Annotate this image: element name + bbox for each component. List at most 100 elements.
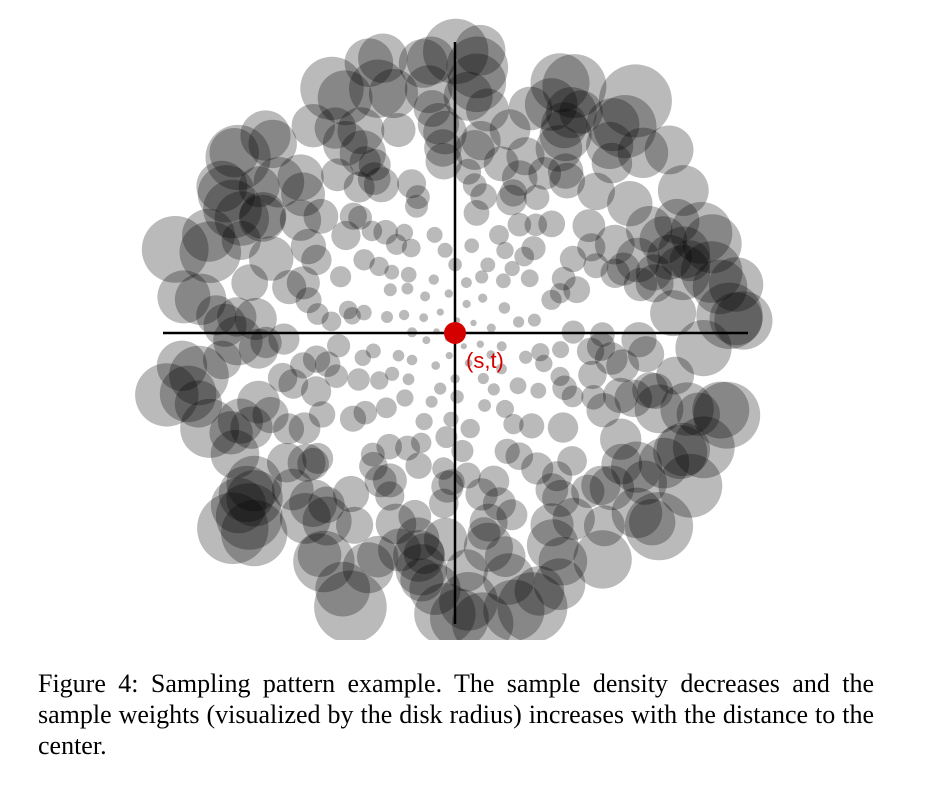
sample-disk	[217, 297, 257, 337]
sample-disk	[483, 553, 535, 605]
sample-disk	[708, 257, 764, 312]
sample-disk	[273, 413, 305, 445]
sample-disk	[591, 142, 633, 184]
sample-disk	[354, 349, 371, 366]
sample-disk	[476, 340, 484, 348]
sample-disk	[406, 36, 456, 85]
sample-disk	[331, 220, 361, 251]
sample-disk	[496, 399, 514, 418]
sample-disk	[629, 499, 676, 546]
sample-disk	[404, 65, 453, 114]
sample-disk	[489, 225, 509, 245]
sample-disk	[398, 499, 432, 533]
sample-disk	[621, 322, 657, 358]
sample-disk	[157, 270, 211, 324]
sample-disk	[482, 487, 516, 521]
sample-disk	[203, 179, 262, 239]
sample-disk	[624, 492, 694, 561]
sample-disk	[606, 252, 641, 286]
sample-disk	[520, 269, 539, 288]
sample-disk	[239, 192, 287, 239]
sample-disk	[214, 191, 269, 246]
sample-disk	[528, 157, 562, 190]
sample-disk	[552, 375, 577, 401]
sample-disk	[600, 418, 642, 460]
sample-disk	[321, 158, 354, 192]
sample-disk	[238, 194, 286, 242]
sample-disk	[141, 216, 209, 283]
sample-disk	[378, 528, 421, 572]
sample-disk	[507, 212, 532, 237]
sample-disk	[514, 246, 535, 267]
sample-disk	[396, 389, 414, 407]
sample-disk	[413, 90, 451, 127]
sample-disk	[397, 169, 427, 199]
sample-disk	[638, 437, 690, 489]
sample-disk	[496, 341, 507, 352]
sample-disk	[450, 390, 464, 404]
sample-disk	[277, 154, 324, 201]
sample-disk	[670, 202, 733, 264]
sample-disk	[577, 172, 615, 211]
sample-disk	[527, 313, 541, 327]
sample-disk	[443, 411, 459, 427]
sample-disk	[423, 517, 468, 562]
sample-disk	[521, 452, 554, 485]
sample-disk	[375, 503, 417, 545]
sample-disk	[409, 563, 461, 615]
sample-disk	[238, 328, 279, 369]
sample-disk	[547, 412, 579, 443]
sample-disk	[466, 88, 509, 132]
sample-disk	[393, 530, 445, 582]
sample-disk	[314, 107, 356, 149]
sample-disk	[365, 343, 381, 359]
sample-disk	[676, 392, 720, 436]
sample-disk	[405, 185, 430, 210]
sample-disk	[279, 199, 322, 241]
sample-disk	[460, 343, 467, 350]
sample-disk	[342, 542, 394, 594]
sample-disk	[280, 493, 331, 544]
sample-disk	[405, 452, 432, 479]
sample-disk	[414, 583, 476, 640]
sample-disk	[240, 110, 291, 161]
sample-disk	[632, 372, 669, 409]
sample-disk	[477, 372, 489, 385]
sample-disk	[234, 297, 277, 341]
sample-disk	[215, 483, 283, 550]
sample-disk	[581, 385, 606, 410]
sample-disk	[514, 566, 565, 616]
sample-disk	[435, 426, 458, 449]
sample-disk	[541, 102, 588, 149]
sample-disk	[682, 214, 742, 274]
sample-disk	[370, 371, 389, 390]
sample-disk	[438, 469, 465, 496]
sample-disk	[454, 462, 481, 489]
sample-disk	[375, 481, 405, 511]
sample-disk	[386, 233, 407, 255]
sample-disk	[356, 535, 399, 578]
sample-disk	[230, 406, 273, 449]
sample-disk	[336, 506, 374, 544]
sample-disk	[357, 162, 391, 196]
sample-disk	[290, 352, 317, 379]
sample-disk	[415, 413, 433, 431]
sample-disk	[475, 270, 489, 284]
sample-disk	[135, 363, 199, 427]
sample-disk	[339, 405, 367, 432]
sample-disk	[469, 503, 508, 542]
sample-disk	[295, 287, 322, 314]
sample-disk	[524, 213, 548, 237]
sample-disk	[486, 350, 496, 360]
sample-disk	[221, 220, 261, 260]
sample-disk	[541, 289, 562, 310]
sample-disk	[586, 393, 621, 428]
sample-disk	[425, 142, 463, 180]
sample-disk	[281, 172, 326, 217]
sample-disk	[291, 104, 335, 148]
sample-disk	[513, 316, 525, 328]
sample-disk	[400, 266, 417, 283]
sample-disks	[135, 18, 773, 640]
sample-disk	[405, 194, 428, 218]
sample-disk	[646, 234, 692, 280]
